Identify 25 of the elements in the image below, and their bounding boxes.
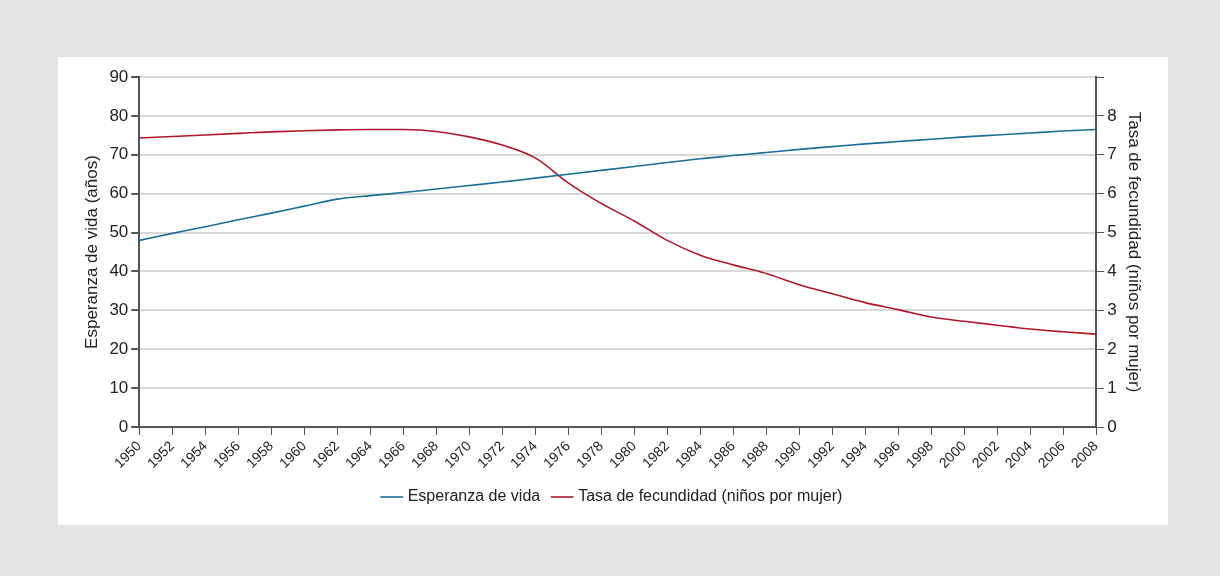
y-tick-label: 50 — [109, 222, 129, 242]
y-tick-label: 70 — [109, 144, 129, 164]
y2-tick-label: 6 — [1107, 183, 1117, 203]
legend-label: Tasa de fecundidad (niños por mujer) — [578, 487, 843, 505]
y2-tick-label: 8 — [1107, 105, 1117, 125]
y-tick-label: 80 — [109, 105, 129, 125]
y-tick-label: 60 — [109, 183, 129, 203]
y-tick-label: 0 — [118, 416, 129, 436]
line-series — [138, 128, 1097, 335]
y-tick-label: 30 — [109, 300, 129, 320]
y-tick-label: 90 — [109, 66, 129, 86]
y2-tick-label: 5 — [1107, 222, 1117, 242]
y2-axis-title: Tasa de fecundidad (niños por mujer) — [1125, 111, 1145, 393]
y-axis-title: Esperanza de vida (años) — [81, 155, 101, 349]
line-series — [138, 128, 1097, 242]
y2-tick-label: 7 — [1107, 144, 1117, 164]
y-tick-label: 40 — [109, 261, 129, 281]
legend-label: Esperanza de vida — [407, 487, 541, 505]
y2-tick-label: 0 — [1107, 416, 1117, 436]
y-tick-label: 10 — [109, 377, 129, 397]
y2-tick-label: 2 — [1107, 338, 1117, 358]
y2-tick-label: 1 — [1107, 377, 1117, 397]
y2-tick-label: 4 — [1107, 261, 1117, 281]
y2-tick-label: 3 — [1107, 300, 1117, 320]
y-tick-label: 20 — [109, 338, 129, 358]
